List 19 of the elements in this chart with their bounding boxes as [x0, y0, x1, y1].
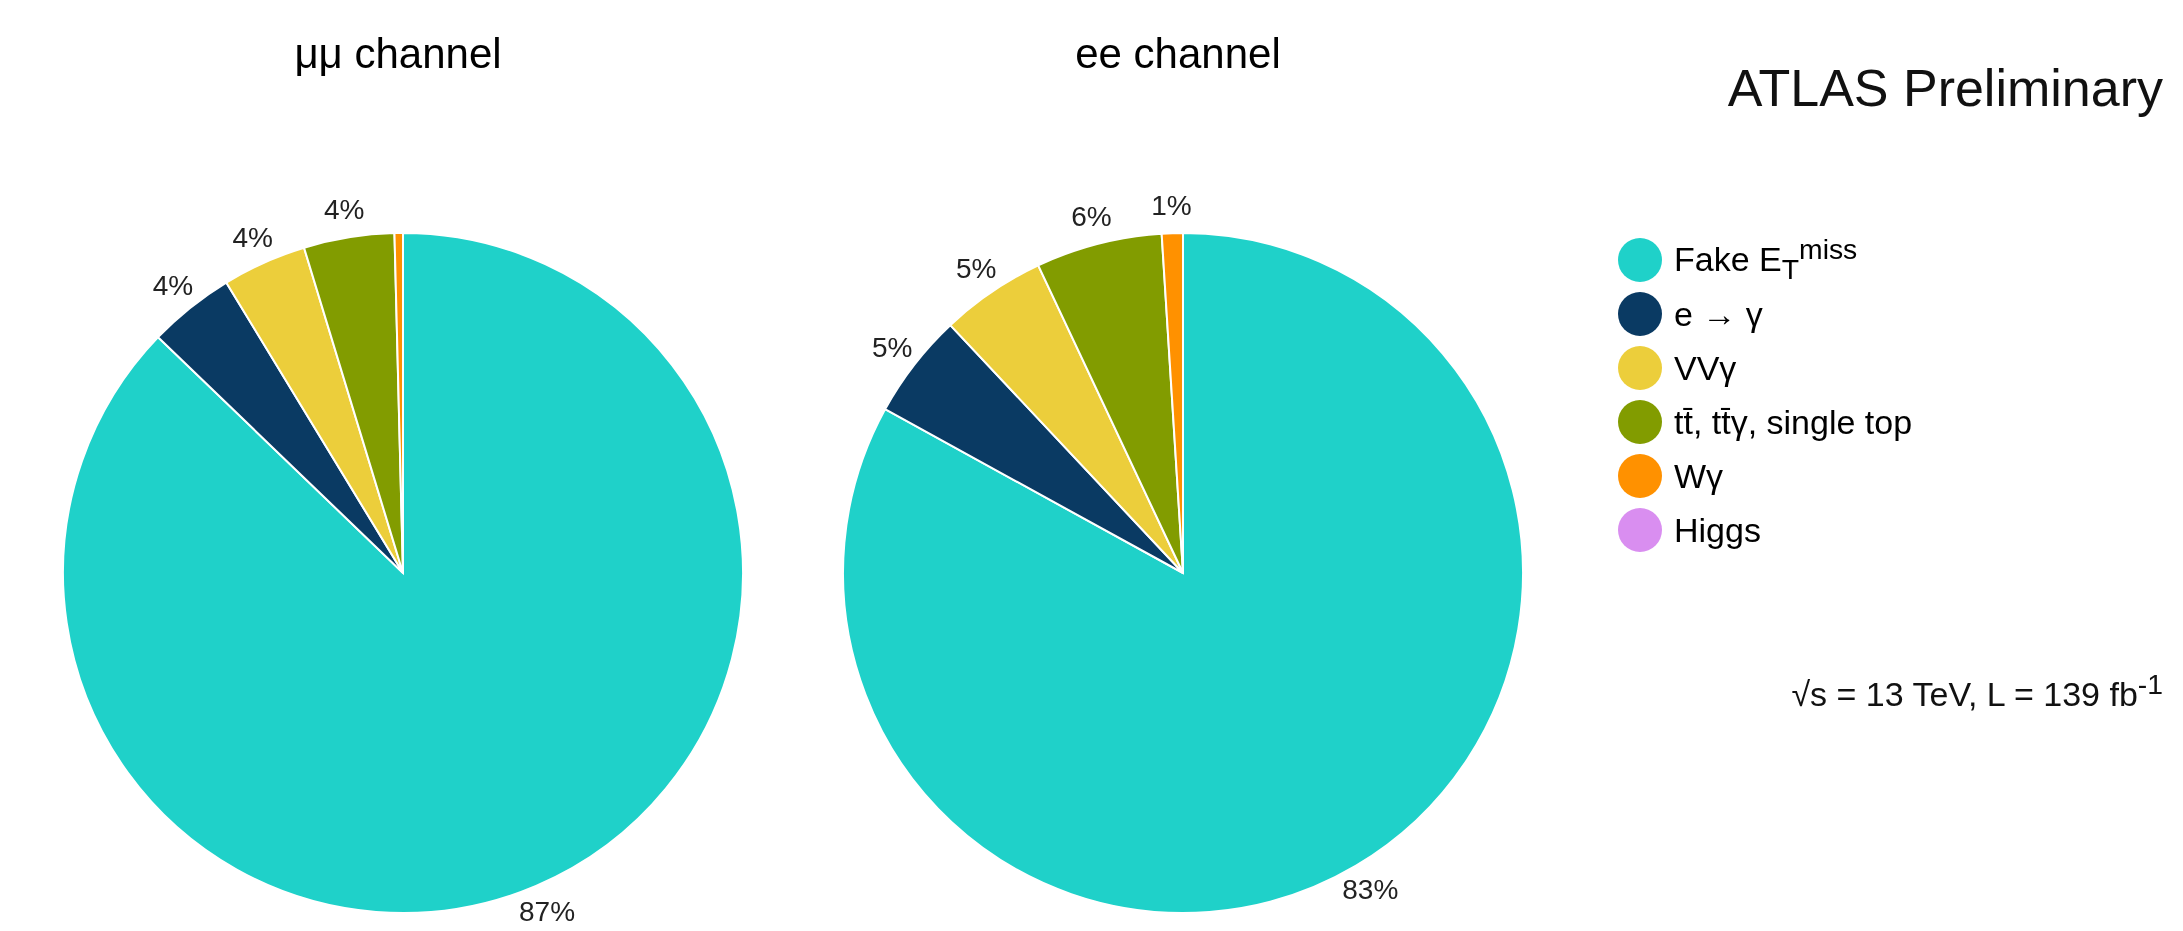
pie-slice [842, 232, 1524, 914]
legend-label: VVγ [1674, 348, 1737, 388]
legend-label: Wγ [1674, 456, 1724, 496]
data-label: 4% [324, 194, 365, 226]
data-label: 83% [1342, 874, 1399, 906]
chart-title: ee channel [1075, 30, 1281, 77]
legend-label: e → γ [1674, 294, 1763, 334]
data-label: 5% [955, 253, 997, 285]
legend-label: Higgs [1674, 510, 1761, 550]
text: √s = 13 TeV, L = 139 fb$^{-1}$ [1791, 668, 2163, 714]
legend-label: tt̄, tt̄γ, single top [1674, 402, 1913, 442]
chart-title: μμ channel [294, 30, 502, 77]
data-label: 6% [1071, 201, 1112, 233]
data-label: 4% [152, 270, 194, 302]
data-label: 4% [232, 221, 273, 253]
text: ATLAS Preliminary [1727, 59, 2163, 117]
data-label: 5% [871, 331, 913, 363]
data-label: 1% [1151, 189, 1192, 221]
data-label: 87% [519, 896, 576, 928]
